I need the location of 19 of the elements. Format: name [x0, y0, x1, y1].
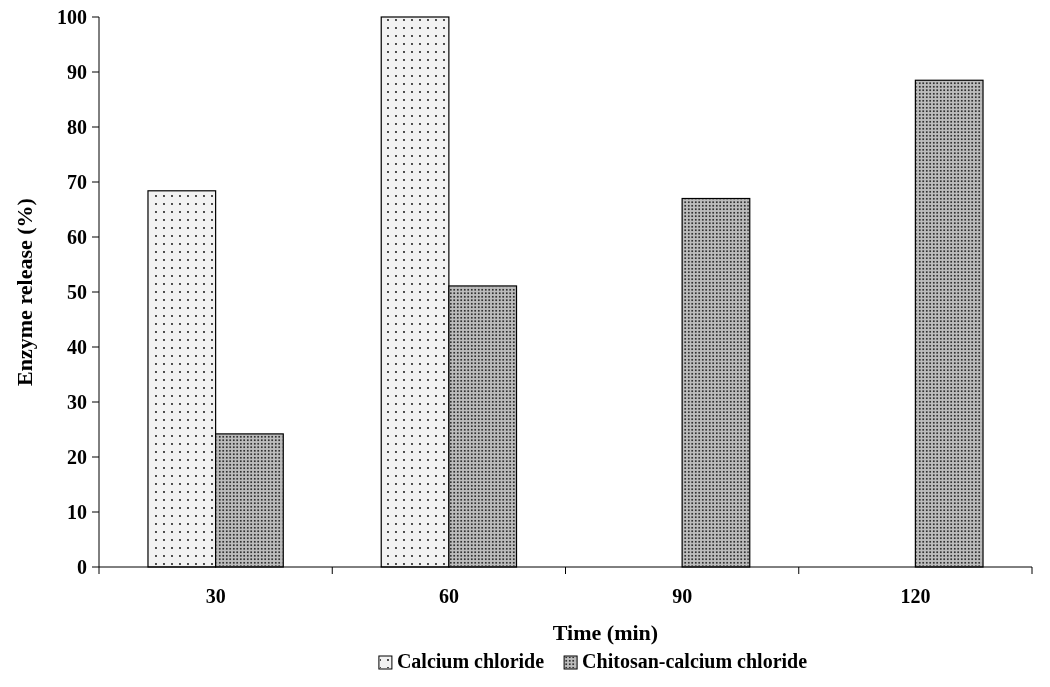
legend-label: Chitosan-calcium chloride	[582, 650, 808, 672]
y-tick-label: 20	[67, 446, 87, 468]
x-axis-title: Time (min)	[552, 620, 659, 645]
x-tick-label: 30	[205, 585, 226, 607]
y-axis-title: Enzyme release (%)	[12, 198, 37, 386]
y-tick-label: 60	[67, 226, 87, 248]
x-tick-label: 90	[672, 585, 693, 607]
y-tick-label: 70	[67, 171, 87, 193]
legend-label: Calcium chloride	[396, 650, 545, 672]
x-tick-label: 120	[900, 585, 931, 607]
y-tick-label: 50	[67, 281, 87, 303]
x-tick-label: 60	[438, 585, 459, 607]
y-tick-label: 10	[67, 501, 87, 523]
y-tick-label: 0	[77, 556, 87, 578]
y-tick-label: 100	[57, 6, 87, 28]
y-tick-label: 30	[67, 391, 87, 413]
y-tick-label: 80	[67, 116, 87, 138]
y-tick-label: 90	[67, 61, 87, 83]
y-tick-label: 40	[67, 336, 87, 358]
